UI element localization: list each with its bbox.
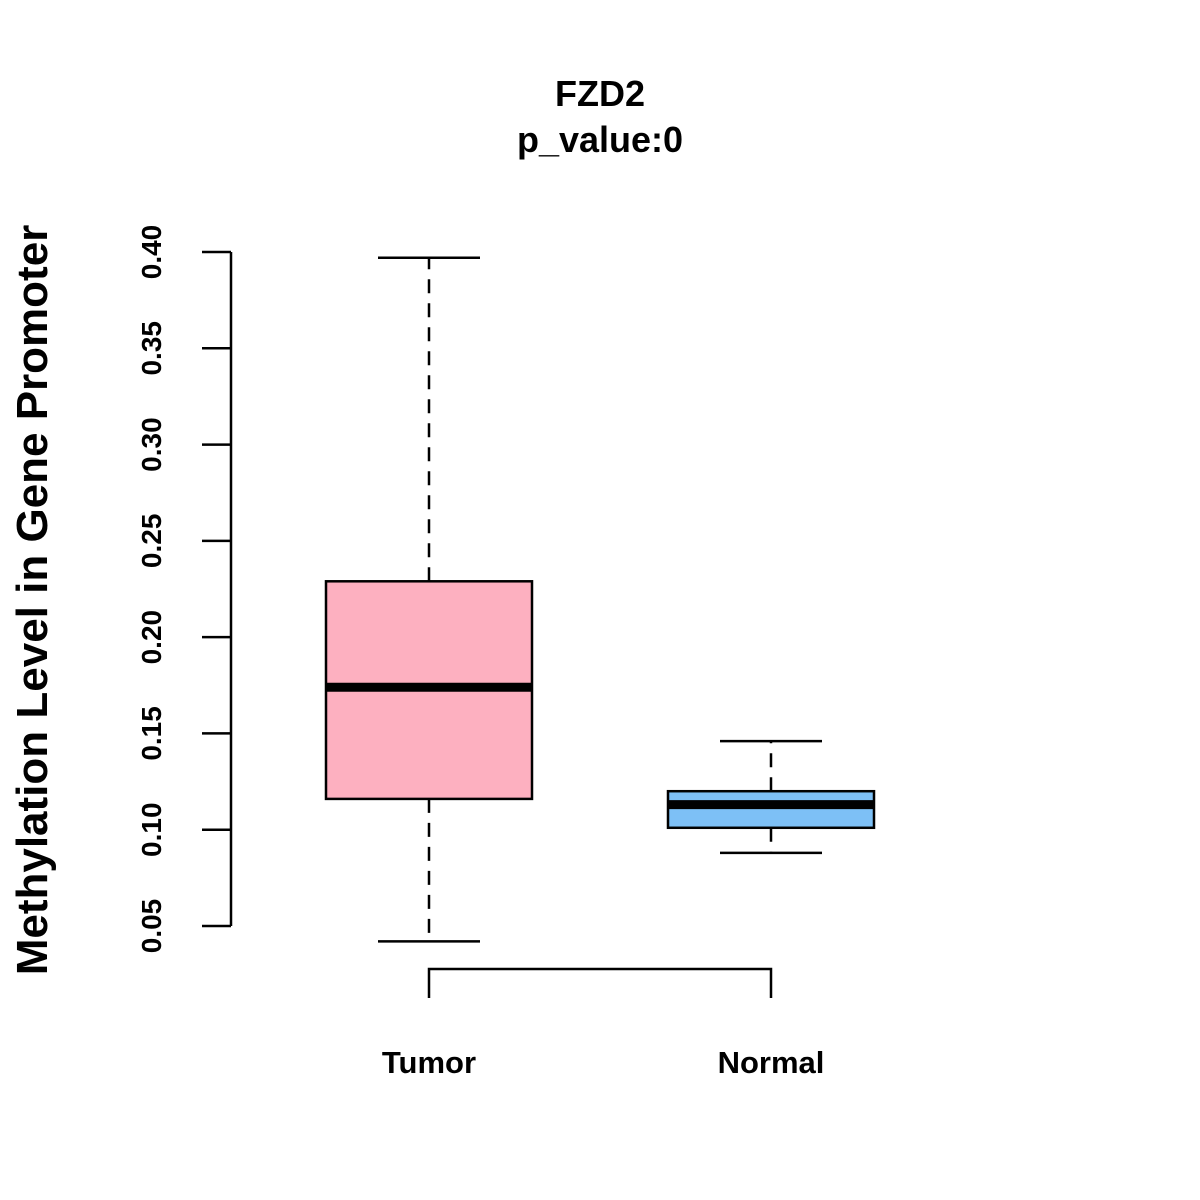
comparison-bracket bbox=[427, 967, 773, 998]
y-tick-label: 0.30 bbox=[136, 417, 167, 472]
category-label-tumor: Tumor bbox=[382, 1045, 476, 1080]
category-labels: Tumor Normal bbox=[382, 1045, 824, 1080]
y-tick-label: 0.40 bbox=[136, 225, 167, 280]
y-tick-label: 0.35 bbox=[136, 321, 167, 376]
chart-subtitle: p_value:0 bbox=[517, 119, 683, 160]
y-tick-label: 0.10 bbox=[136, 802, 167, 857]
y-axis: 0.05 0.10 0.15 0.20 0.25 0.30 0.35 0.40 bbox=[136, 225, 233, 954]
box-normal bbox=[666, 739, 876, 855]
bracket-line bbox=[427, 967, 773, 998]
boxes-group bbox=[324, 256, 876, 943]
y-axis-label: Methylation Level in Gene Promoter bbox=[8, 225, 57, 976]
iqr-box bbox=[666, 789, 876, 830]
y-tick-label: 0.25 bbox=[136, 514, 167, 569]
box-tumor bbox=[324, 256, 534, 943]
y-tick-label: 0.15 bbox=[136, 706, 167, 761]
category-label-normal: Normal bbox=[718, 1045, 825, 1080]
y-tick-label: 0.20 bbox=[136, 610, 167, 665]
y-tick-label: 0.05 bbox=[136, 899, 167, 954]
chart-title: FZD2 bbox=[555, 73, 645, 114]
